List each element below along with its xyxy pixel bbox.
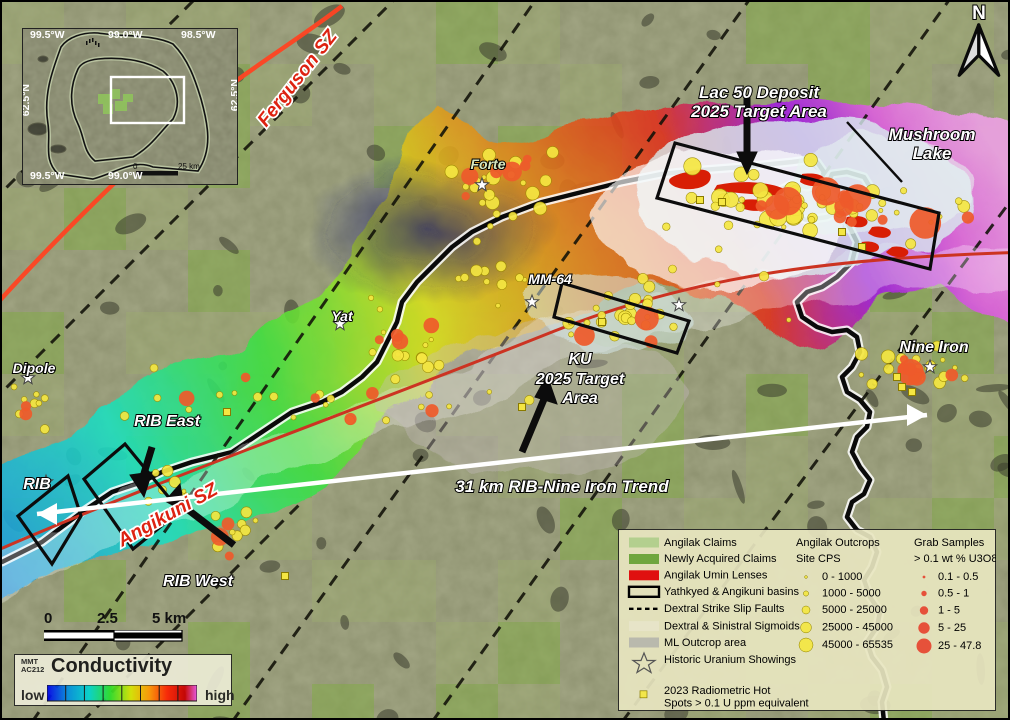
svg-text:0 - 1000: 0 - 1000 <box>822 571 862 583</box>
svg-text:Area: Area <box>561 390 598 407</box>
svg-text:Yat: Yat <box>331 308 354 324</box>
svg-text:RIB: RIB <box>23 476 51 493</box>
svg-text:RIB East: RIB East <box>134 413 200 430</box>
svg-text:Mushroom: Mushroom <box>889 125 976 144</box>
svg-text:2025 Target Area: 2025 Target Area <box>690 102 827 121</box>
svg-text:Angilak Claims: Angilak Claims <box>664 537 737 549</box>
svg-text:RIB West: RIB West <box>163 573 234 590</box>
svg-text:25 - 47.8: 25 - 47.8 <box>938 640 981 652</box>
svg-text:31 km RIB-Nine Iron Trend: 31 km RIB-Nine Iron Trend <box>455 477 669 496</box>
svg-text:N: N <box>972 3 986 24</box>
svg-text:Dipole: Dipole <box>13 360 56 376</box>
svg-text:1000 - 5000: 1000 - 5000 <box>822 588 881 600</box>
svg-text:Grab Samples: Grab Samples <box>914 537 985 549</box>
svg-text:ML Outcrop area: ML Outcrop area <box>664 637 747 649</box>
svg-text:2023 Radiometric Hot: 2023 Radiometric Hot <box>664 685 770 697</box>
svg-text:2025 Target: 2025 Target <box>535 371 625 388</box>
svg-text:25000 - 45000: 25000 - 45000 <box>822 622 893 634</box>
svg-text:Angilak Outcrops: Angilak Outcrops <box>796 537 880 549</box>
svg-text:0.5 - 1: 0.5 - 1 <box>938 588 969 600</box>
svg-text:1 - 5: 1 - 5 <box>938 605 960 617</box>
svg-text:MM-64: MM-64 <box>528 271 572 287</box>
svg-text:Nine Iron: Nine Iron <box>899 339 969 356</box>
svg-text:Newly Acquired Claims: Newly Acquired Claims <box>664 553 777 565</box>
svg-text:Dextral & Sinistral Sigmoids: Dextral & Sinistral Sigmoids <box>664 620 800 632</box>
svg-text:> 0.1 wt % U3O8: > 0.1 wt % U3O8 <box>914 553 996 565</box>
svg-text:45000 - 65535: 45000 - 65535 <box>822 639 893 651</box>
svg-text:5 - 25: 5 - 25 <box>938 622 966 634</box>
svg-text:Forte: Forte <box>471 156 506 172</box>
svg-text:Lac 50 Deposit: Lac 50 Deposit <box>699 83 820 102</box>
svg-text:25 km: 25 km <box>178 162 200 171</box>
svg-text:0.1 - 0.5: 0.1 - 0.5 <box>938 571 978 583</box>
svg-text:Yathkyed & Angikuni basins: Yathkyed & Angikuni basins <box>664 586 799 598</box>
svg-text:Lake: Lake <box>913 144 952 163</box>
svg-text:KU: KU <box>568 351 592 368</box>
svg-text:Spots > 0.1 U ppm equivalent: Spots > 0.1 U ppm equivalent <box>664 698 809 710</box>
svg-text:5000 - 25000: 5000 - 25000 <box>822 604 887 616</box>
svg-text:Dextral Strike Slip Faults: Dextral Strike Slip Faults <box>664 603 785 615</box>
svg-text:Angilak Umin Lenses: Angilak Umin Lenses <box>664 570 768 582</box>
svg-text:Historic Uranium Showings: Historic Uranium Showings <box>664 654 797 666</box>
svg-text:Site CPS: Site CPS <box>796 553 841 565</box>
